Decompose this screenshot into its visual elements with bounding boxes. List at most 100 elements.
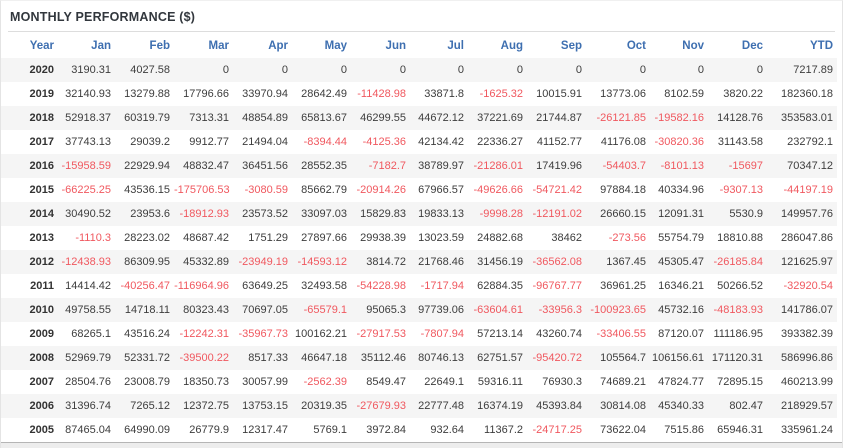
cell-2008-may: 46647.18 xyxy=(301,352,347,364)
cell-2005-ytd: 335961.24 xyxy=(781,424,833,436)
cell-2020-nov: 0 xyxy=(697,64,704,76)
year-cell: 2020 xyxy=(29,64,54,76)
table-row-2009: 2009 68265.1 43516.24 -12242.31 -35967.73 100… xyxy=(1,322,837,346)
cell-2020-apr: 0 xyxy=(281,64,288,76)
cell-2011-nov: 16346.21 xyxy=(658,280,704,292)
cell-2010-dec: -48183.93 xyxy=(713,304,763,316)
cell-2011-may: 32493.58 xyxy=(301,280,347,292)
cell-2006-jan: 31396.74 xyxy=(65,400,111,412)
cell-2017-sep: 41152.77 xyxy=(536,136,582,148)
cell-2016-aug: -21286.01 xyxy=(473,160,523,172)
cell-2019-nov: 8102.59 xyxy=(664,88,704,100)
header-row: Year Jan Feb Mar Apr May Jun Jul Aug Sep Oct Nov Dec… xyxy=(1,33,837,58)
cell-2017-ytd: 232792.1 xyxy=(787,136,833,148)
cell-2006-oct: 30814.08 xyxy=(600,400,646,412)
cell-2020-sep: 0 xyxy=(575,64,582,76)
cell-2014-nov: 12091.31 xyxy=(658,208,704,220)
cell-2008-sep: -95420.72 xyxy=(532,352,582,364)
table-row-2005: 2005 87465.04 64990.09 26779.9 12317.47 5769.… xyxy=(1,418,837,442)
table-row-2007: 2007 28504.76 23008.79 18350.73 30057.99 -256… xyxy=(1,370,837,394)
cell-2007-mar: 18350.73 xyxy=(183,376,229,388)
cell-2009-jun: -27917.53 xyxy=(356,328,406,340)
cell-2008-ytd: 586996.86 xyxy=(781,352,833,364)
cell-2013-feb: 28223.02 xyxy=(124,232,170,244)
cell-2007-sep: 76930.3 xyxy=(542,376,582,388)
cell-2011-oct: 36961.25 xyxy=(600,280,646,292)
year-cell: 2016 xyxy=(29,160,54,172)
year-cell: 2018 xyxy=(29,112,54,124)
cell-2019-may: 28642.49 xyxy=(301,88,347,100)
cell-2020-dec: 0 xyxy=(756,64,763,76)
cell-2016-oct: -54403.7 xyxy=(602,160,646,172)
cell-2005-dec: 65946.31 xyxy=(717,424,763,436)
cell-2015-mar: -175706.53 xyxy=(174,184,230,196)
cell-2020-jan: 3190.31 xyxy=(71,64,111,76)
cell-2014-may: 33097.03 xyxy=(301,208,347,220)
cell-2012-jan: -12438.93 xyxy=(61,256,111,268)
cell-2009-aug: 57213.14 xyxy=(477,328,523,340)
cell-2011-jun: -54228.98 xyxy=(356,280,406,292)
cell-2015-aug: -49626.66 xyxy=(473,184,523,196)
table-header: Year Jan Feb Mar Apr May Jun Jul Aug Sep Oct Nov Dec… xyxy=(1,33,837,58)
cell-2015-ytd: -44197.19 xyxy=(783,184,833,196)
column-header-jul: Jul xyxy=(447,39,464,52)
table-row-2017: 2017 37743.13 29039.2 9912.77 21494.04 -8394.… xyxy=(1,130,837,154)
cell-2010-nov: 45732.16 xyxy=(658,304,704,316)
cell-2008-aug: 62751.57 xyxy=(477,352,523,364)
cell-2012-nov: 45305.47 xyxy=(658,256,704,268)
cell-2020-jul: 0 xyxy=(457,64,464,76)
cell-2018-aug: 37221.69 xyxy=(477,112,523,124)
cell-2017-aug: 22336.27 xyxy=(477,136,523,148)
cell-2016-jun: -7182.7 xyxy=(368,160,406,172)
cell-2007-jun: 8549.47 xyxy=(366,376,406,388)
cell-2014-oct: 26660.15 xyxy=(600,208,646,220)
cell-2008-dec: 171120.31 xyxy=(711,352,763,364)
cell-2008-jan: 52969.79 xyxy=(65,352,111,364)
cell-2016-feb: 22929.94 xyxy=(124,160,170,172)
cell-2006-mar: 12372.75 xyxy=(183,400,229,412)
cell-2015-jul: 67966.57 xyxy=(418,184,464,196)
cell-2009-apr: -35967.73 xyxy=(238,328,288,340)
cell-2012-mar: 45332.89 xyxy=(183,256,229,268)
cell-2017-jun: -4125.36 xyxy=(362,136,406,148)
cell-2017-nov: -30820.36 xyxy=(654,136,704,148)
cell-2007-jan: 28504.76 xyxy=(65,376,111,388)
cell-2010-apr: 70697.05 xyxy=(242,304,288,316)
panel-title: MONTHLY PERFORMANCE ($) xyxy=(10,10,196,24)
year-cell: 2008 xyxy=(29,352,54,364)
cell-2014-aug: -9998.28 xyxy=(479,208,523,220)
cell-2010-aug: -63604.61 xyxy=(473,304,523,316)
cell-2018-feb: 60319.79 xyxy=(124,112,170,124)
column-header-apr: Apr xyxy=(268,39,288,52)
cell-2005-feb: 64990.09 xyxy=(124,424,170,436)
cell-2006-nov: 45340.33 xyxy=(658,400,704,412)
cell-2011-mar: -116964.96 xyxy=(174,280,229,292)
cell-2010-jun: 95065.3 xyxy=(366,304,406,316)
cell-2013-may: 27897.66 xyxy=(301,232,347,244)
cell-2018-nov: -19582.16 xyxy=(654,112,704,124)
table-row-2010: 2010 49758.55 14718.11 80323.43 70697.05 -655… xyxy=(1,298,837,322)
cell-2019-jul: 33871.8 xyxy=(424,88,464,100)
cell-2018-oct: -26121.85 xyxy=(596,112,646,124)
year-cell: 2009 xyxy=(29,328,54,340)
monthly-performance-table: Year Jan Feb Mar Apr May Jun Jul Aug Sep Oct Nov Dec… xyxy=(1,33,837,442)
cell-2014-jul: 19833.13 xyxy=(418,208,464,220)
cell-2015-feb: 43536.15 xyxy=(124,184,170,196)
cell-2015-apr: -3080.59 xyxy=(244,184,288,196)
cell-2014-apr: 23573.52 xyxy=(242,208,288,220)
cell-2010-sep: -33956.3 xyxy=(538,304,582,316)
cell-2010-feb: 14718.11 xyxy=(124,304,170,316)
panel-footer xyxy=(1,442,842,448)
cell-2009-oct: -33406.55 xyxy=(596,328,646,340)
cell-2013-jun: 29938.39 xyxy=(360,232,406,244)
cell-2018-apr: 48854.89 xyxy=(242,112,288,124)
cell-2007-may: -2562.39 xyxy=(303,376,347,388)
cell-2006-jul: 22777.48 xyxy=(418,400,464,412)
cell-2012-ytd: 121625.97 xyxy=(781,256,833,268)
cell-2005-apr: 12317.47 xyxy=(242,424,288,436)
cell-2016-ytd: 70347.12 xyxy=(787,160,833,172)
year-cell: 2007 xyxy=(29,376,54,388)
cell-2020-ytd: 7217.89 xyxy=(793,64,833,76)
column-header-dec: Dec xyxy=(741,39,763,52)
cell-2017-mar: 9912.77 xyxy=(189,136,229,148)
